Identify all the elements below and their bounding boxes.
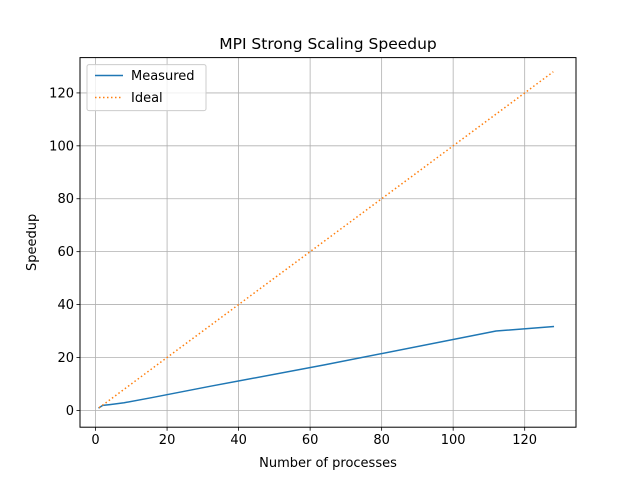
y-tick-label: 40 bbox=[57, 298, 74, 313]
series-layer bbox=[98, 71, 555, 409]
y-axis-label: Speedup bbox=[25, 214, 40, 271]
legend-label-ideal: Ideal bbox=[131, 91, 163, 106]
x-tick-label: 100 bbox=[441, 433, 466, 448]
x-tick-label: 40 bbox=[230, 433, 247, 448]
y-tick-label: 20 bbox=[57, 351, 74, 366]
y-tick-label: 0 bbox=[66, 404, 74, 419]
y-tick-label: 100 bbox=[49, 139, 74, 154]
plot-area-frame bbox=[79, 57, 577, 428]
legend-label-measured: Measured bbox=[131, 69, 195, 84]
axis-ticks: 0 20 40 60 80 100 120 0 20 40 60 80 100 120 bbox=[49, 86, 537, 448]
series-line-measured bbox=[98, 325, 555, 409]
y-tick-label: 60 bbox=[57, 245, 74, 260]
y-tick-label: 80 bbox=[57, 192, 74, 207]
x-tick-label: 80 bbox=[373, 433, 390, 448]
y-tick-label: 120 bbox=[49, 86, 74, 101]
x-tick-label: 0 bbox=[91, 433, 99, 448]
grid bbox=[80, 57, 576, 428]
x-tick-label: 60 bbox=[302, 433, 319, 448]
chart-title: MPI Strong Scaling Speedup bbox=[219, 35, 437, 53]
legend: Measured Ideal bbox=[86, 64, 207, 112]
x-tick-label: 20 bbox=[159, 433, 176, 448]
x-tick-label: 120 bbox=[512, 433, 537, 448]
x-axis-label: Number of processes bbox=[259, 456, 397, 471]
